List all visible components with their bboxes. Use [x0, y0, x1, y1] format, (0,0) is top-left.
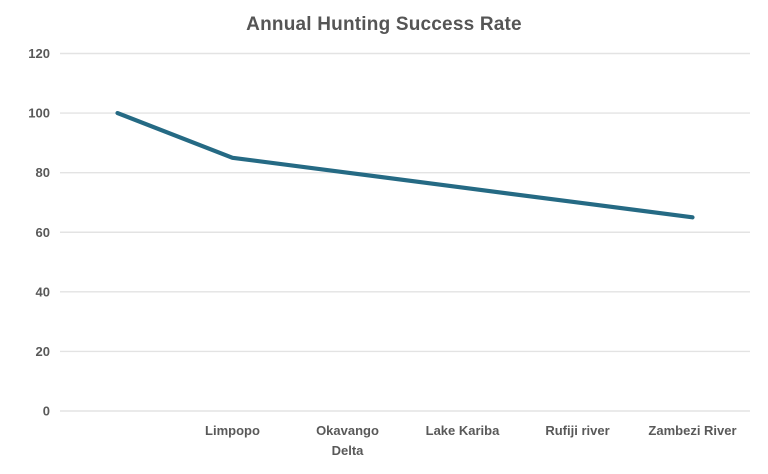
chart-title: Annual Hunting Success Rate	[246, 14, 522, 35]
y-tick-label: 0	[43, 404, 50, 419]
y-tick-label: 120	[28, 46, 50, 61]
x-category-label: Limpopo	[205, 423, 260, 438]
x-category-label: Zambezi River	[648, 423, 736, 438]
y-tick-label: 100	[28, 106, 50, 121]
y-tick-label: 20	[36, 344, 50, 359]
x-category-label: Lake Kariba	[426, 423, 500, 438]
y-tick-label: 80	[36, 165, 50, 180]
data-series-line	[115, 110, 695, 220]
x-category-label: Okavango Delta	[316, 423, 379, 458]
y-tick-label: 40	[36, 284, 50, 299]
y-tick-label: 60	[36, 225, 50, 240]
x-category-label: Rufiji river	[545, 423, 609, 438]
